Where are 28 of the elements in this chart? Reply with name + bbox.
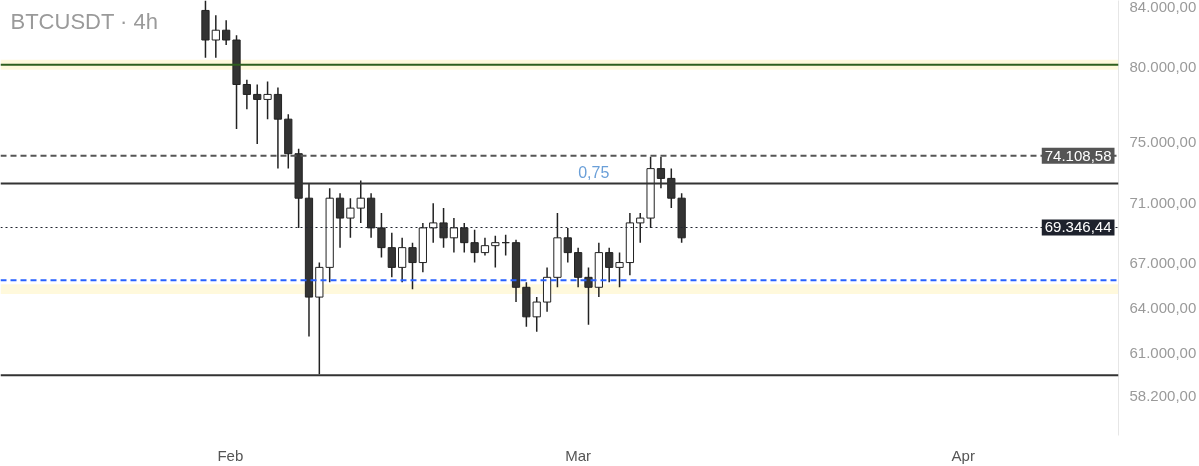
x-tick-label: Apr [951, 446, 975, 464]
candlestick [615, 251, 624, 289]
candlestick [242, 78, 251, 110]
y-tick-label: 71.000,00 [1129, 193, 1197, 211]
y-tick-label: 84.000,00 [1129, 0, 1197, 15]
ref-line-label: 74.108,58 [1044, 146, 1112, 164]
ref-line-label: 69.346,44 [1044, 218, 1112, 236]
y-tick-label: 58.200,00 [1129, 386, 1197, 404]
candlestick [584, 266, 593, 326]
y-tick-label: 67.000,00 [1129, 253, 1197, 271]
x-tick-label: Mar [565, 446, 592, 464]
candlestick [605, 246, 614, 284]
chart-title: BTCUSDT · 4h [10, 8, 159, 34]
candlestick [356, 179, 365, 224]
y-tick-label: 61.000,00 [1129, 344, 1197, 362]
candlestick [408, 241, 417, 290]
x-tick-label: Feb [217, 446, 244, 464]
candlestick [387, 231, 396, 279]
candlestick [263, 80, 272, 120]
annotation: 0,75 [578, 163, 610, 181]
y-tick-label: 80.000,00 [1129, 57, 1197, 75]
y-tick-label: 75.000,00 [1129, 133, 1197, 151]
candlestick [253, 83, 262, 145]
candlestick [398, 237, 407, 284]
candlestick [211, 14, 220, 59]
candlestick [222, 19, 231, 46]
candlestick [491, 235, 500, 269]
y-tick-label: 64.000,00 [1129, 299, 1197, 317]
